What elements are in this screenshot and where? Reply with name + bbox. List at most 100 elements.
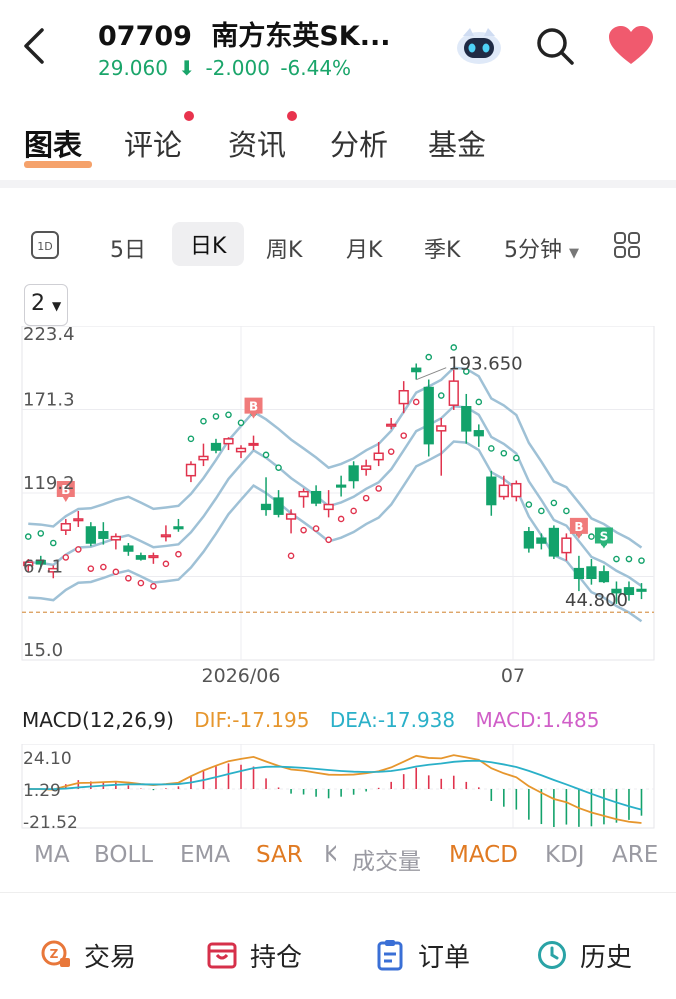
candle-body <box>373 452 384 461</box>
candle <box>335 475 347 497</box>
tab-news[interactable]: 资讯 <box>228 128 287 162</box>
tab-comments[interactable]: 评论 <box>124 128 183 162</box>
sar-dot <box>112 568 120 576</box>
sar-dot <box>500 449 508 457</box>
chart-count-dropdown[interactable]: 2 ▼ <box>24 284 68 326</box>
indicator-kdj[interactable]: KDJ <box>545 842 585 868</box>
candlestick-chart[interactable]: B B B S 223.4 171.3 119.2 67.1 15.0 2026/06 07 193… <box>0 326 676 692</box>
y-tick-label: 15.0 <box>23 640 63 661</box>
y-tick-label: 67.1 <box>23 557 63 578</box>
sar-dot <box>150 582 157 590</box>
candle <box>486 470 497 516</box>
macd-frame <box>21 744 655 829</box>
chart-count-value: 2 <box>31 291 45 316</box>
candle <box>148 552 159 564</box>
indicator-tabs: MA BOLL EMA SAR K 成交量 MACD KDJ ARE <box>0 840 676 880</box>
candle-body <box>548 527 560 557</box>
candle <box>110 533 121 550</box>
sar-dot <box>137 579 145 587</box>
tab-news-dot <box>287 111 297 121</box>
sar-dot <box>400 432 408 439</box>
candle <box>373 442 384 467</box>
history-label: 历史 <box>580 943 633 973</box>
candle <box>223 437 234 451</box>
indicator-boll[interactable]: BOLL <box>94 842 154 868</box>
sar-dot <box>638 557 645 564</box>
candle <box>561 533 572 561</box>
buy-marker-letter: B <box>61 483 70 497</box>
sar-dot <box>538 507 545 515</box>
caret-down-icon: ▼ <box>569 246 579 261</box>
x-tick-label: 07 <box>501 665 525 687</box>
macd-grid <box>21 744 655 829</box>
one-day-icon[interactable]: 1D <box>30 230 60 260</box>
back-arrow-icon[interactable] <box>18 24 52 68</box>
candle-body <box>223 438 234 445</box>
candle <box>23 559 34 572</box>
candle <box>235 445 247 459</box>
buy-marker-letter: B <box>574 520 583 534</box>
favorite-heart-icon[interactable] <box>606 24 656 66</box>
indicator-k[interactable]: K <box>324 842 336 868</box>
indicator-sar[interactable]: SAR <box>256 842 303 868</box>
candle-body <box>486 476 497 506</box>
robot-assistant-icon[interactable] <box>454 22 504 68</box>
indicator-macd[interactable]: MACD <box>449 842 518 868</box>
sar-dot <box>475 398 483 406</box>
header: 07709 南方东英SK... 29.060 ⬇ -2.000 -6.44% <box>0 0 676 96</box>
candle-body <box>511 482 522 498</box>
indicator-volume[interactable]: 成交量 <box>352 849 421 875</box>
period-weekly[interactable]: 周K <box>266 238 303 263</box>
candle <box>623 581 635 601</box>
candle <box>398 381 409 414</box>
candle <box>473 424 484 447</box>
axis-labels: 223.4 171.3 119.2 67.1 15.0 2026/06 07 193.650 4… <box>22 326 654 687</box>
sar-dot <box>312 525 320 532</box>
candle-body <box>323 503 334 511</box>
candle-body <box>536 537 547 544</box>
svg-text:1D: 1D <box>37 240 52 253</box>
indicator-ema[interactable]: EMA <box>180 842 231 868</box>
tab-chart[interactable]: 图表 <box>24 128 83 162</box>
period-5min[interactable]: 5分钟 ▼ <box>504 232 579 264</box>
period-daily[interactable]: 日K <box>172 222 245 266</box>
period-quarterly[interactable]: 季K <box>424 238 461 263</box>
sar-dot <box>325 536 332 544</box>
candle <box>448 369 459 410</box>
sar-dot <box>563 507 570 515</box>
search-icon[interactable] <box>533 24 577 68</box>
candle-body <box>135 555 147 560</box>
down-arrow-icon: ⬇ <box>178 56 196 80</box>
candle-body <box>436 425 447 432</box>
candle <box>611 581 622 604</box>
tab-analysis[interactable]: 分析 <box>330 128 389 162</box>
candle <box>386 417 397 430</box>
sar-dot <box>125 574 132 582</box>
indicator-ma[interactable]: MA <box>34 842 70 868</box>
period-5min-label: 5分钟 <box>504 238 562 263</box>
boll-mid-line <box>28 404 643 588</box>
macd-y-tick-label: -21.52 <box>23 813 78 833</box>
layout-grid-icon[interactable] <box>612 230 642 260</box>
sar-dot <box>87 565 95 572</box>
candle <box>548 525 560 560</box>
candle-body <box>35 559 46 565</box>
caret-down-icon: ▼ <box>52 299 62 313</box>
sar-dot <box>337 515 345 523</box>
period-monthly[interactable]: 月K <box>346 238 383 263</box>
stock-name: 南方东英SK... <box>211 21 391 52</box>
tab-fund[interactable]: 基金 <box>428 128 487 162</box>
macd-chart[interactable]: 24.10 1.29 -21.52 <box>0 744 676 836</box>
sar-dot <box>100 563 107 571</box>
candle-body <box>348 465 359 482</box>
candle-body <box>73 518 84 522</box>
y-tick-label: 171.3 <box>23 390 75 411</box>
chart-grid <box>21 326 655 661</box>
buy-marker-flag <box>56 480 75 502</box>
section-separator <box>0 180 676 188</box>
indicator-are[interactable]: ARE <box>612 842 659 868</box>
sar-dot <box>37 530 45 537</box>
candle-body <box>23 561 34 567</box>
period-5day[interactable]: 5日 <box>110 238 146 263</box>
candle <box>260 477 272 516</box>
